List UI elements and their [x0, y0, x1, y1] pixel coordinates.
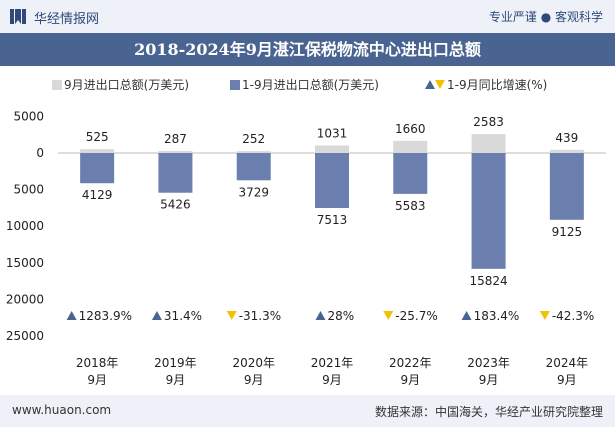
- legend-label-monthly: 9月进出口总额(万美元): [64, 78, 189, 92]
- bar-cumulative-label: 3729: [238, 185, 269, 199]
- x-tick-label-month: 9月: [557, 373, 577, 387]
- footer-source: 数据来源：中国海关，华经产业研究院整理: [374, 405, 603, 419]
- y-tick-label: 5000: [13, 183, 44, 197]
- bar-monthly-label: 525: [86, 130, 109, 144]
- bar-cumulative-label: 7513: [317, 213, 348, 227]
- bar-monthly: [393, 140, 428, 153]
- logo-icon: [10, 9, 26, 24]
- growth-label: -25.7%: [395, 309, 437, 323]
- top-bar: 华经情报网 专业严谨 ● 客观科学: [0, 0, 615, 33]
- bar-cumulative: [315, 153, 349, 208]
- legend-item-monthly: 9月进出口总额(万美元): [52, 76, 189, 93]
- bar-monthly: [315, 145, 349, 153]
- triangle-down-icon: [435, 80, 445, 89]
- bar-monthly: [236, 151, 271, 153]
- growth-up-marker: [315, 311, 326, 320]
- legend-swatch-monthly: [52, 80, 62, 90]
- footer: www.huaon.com 数据来源：中国海关，华经产业研究院整理: [0, 395, 615, 427]
- bar-cumulative: [471, 153, 506, 269]
- bar-monthly-label: 252: [242, 132, 265, 146]
- bar-monthly: [158, 150, 193, 153]
- x-tick-label-year: 2023年: [467, 356, 510, 370]
- y-tick-label: 10000: [6, 219, 44, 233]
- y-tick-label: 0: [36, 146, 44, 160]
- x-tick-label-month: 9月: [322, 373, 342, 387]
- bar-cumulative: [236, 153, 271, 181]
- bar-monthly: [549, 149, 584, 153]
- bar-cumulative-label: 5583: [395, 199, 426, 213]
- x-tick-label-month: 9月: [166, 373, 186, 387]
- growth-up-marker: [151, 311, 162, 320]
- y-tick-label: 15000: [6, 256, 44, 270]
- bar-cumulative-label: 15824: [469, 274, 507, 288]
- growth-label: 1283.9%: [79, 309, 132, 323]
- y-tick-label: 25000: [6, 329, 44, 343]
- bar-cumulative-label: 4129: [82, 188, 113, 202]
- legend-label-cumulative: 1-9月进出口总额(万美元): [242, 78, 379, 92]
- legend-swatch-cumulative: [230, 80, 240, 90]
- bar-monthly: [471, 134, 506, 153]
- bar-cumulative: [80, 153, 115, 184]
- bar-monthly: [80, 149, 115, 153]
- growth-label: 183.4%: [474, 309, 520, 323]
- x-tick-label-year: 2020年: [232, 356, 275, 370]
- growth-down-marker: [383, 311, 394, 320]
- bar-cumulative: [158, 153, 193, 193]
- y-tick-label: 5000: [13, 109, 44, 123]
- growth-up-marker: [66, 311, 77, 320]
- bar-monthly-label: 1660: [395, 122, 426, 136]
- x-tick-label-month: 9月: [87, 373, 107, 387]
- bar-cumulative-label: 5426: [160, 198, 191, 212]
- bar-cumulative-label: 9125: [552, 225, 583, 239]
- x-tick-label-year: 2018年: [76, 356, 119, 370]
- footer-url: www.huaon.com: [12, 403, 112, 417]
- x-tick-label-year: 2021年: [311, 356, 354, 370]
- legend-item-cumulative: 1-9月进出口总额(万美元): [230, 76, 379, 93]
- legend-label-growth: 1-9月同比增速(%): [447, 78, 548, 92]
- bar-monthly-label: 439: [555, 131, 578, 145]
- x-tick-label-year: 2022年: [389, 356, 432, 370]
- legend: 9月进出口总额(万美元) 1-9月进出口总额(万美元) 1-9月同比增速(%): [0, 76, 615, 94]
- x-tick-label-month: 9月: [244, 373, 264, 387]
- bar-monthly-label: 1031: [317, 126, 348, 140]
- chart-area: 5000 0 5000 10000 15000 20000 25000 525 4129 1283…: [6, 109, 606, 387]
- bar-cumulative: [393, 153, 428, 194]
- legend-item-growth: 1-9月同比增速(%): [425, 76, 547, 93]
- growth-up-marker: [461, 311, 472, 320]
- growth-label: -42.3%: [552, 309, 594, 323]
- x-tick-label-month: 9月: [400, 373, 420, 387]
- growth-down-marker: [226, 311, 237, 320]
- growth-down-marker: [539, 311, 550, 320]
- bar-monthly-label: 2583: [473, 115, 504, 129]
- growth-label: 31.4%: [164, 309, 202, 323]
- brand-name: 华经情报网: [34, 12, 100, 27]
- growth-label: -31.3%: [239, 309, 281, 323]
- tagline: 专业严谨 ● 客观科学: [488, 10, 603, 24]
- x-tick-label-year: 2019年: [154, 356, 197, 370]
- x-tick-label-month: 9月: [479, 373, 499, 387]
- chart-title: 2018-2024年9月湛江保税物流中心进出口总额: [134, 40, 481, 59]
- bar-cumulative: [549, 153, 584, 220]
- y-tick-label: 20000: [6, 292, 44, 306]
- bar-monthly-label: 287: [164, 132, 187, 146]
- triangle-up-icon: [425, 80, 435, 89]
- growth-label: 28%: [328, 309, 355, 323]
- x-tick-label-year: 2024年: [546, 356, 589, 370]
- title-bar: 2018-2024年9月湛江保税物流中心进出口总额: [0, 33, 615, 66]
